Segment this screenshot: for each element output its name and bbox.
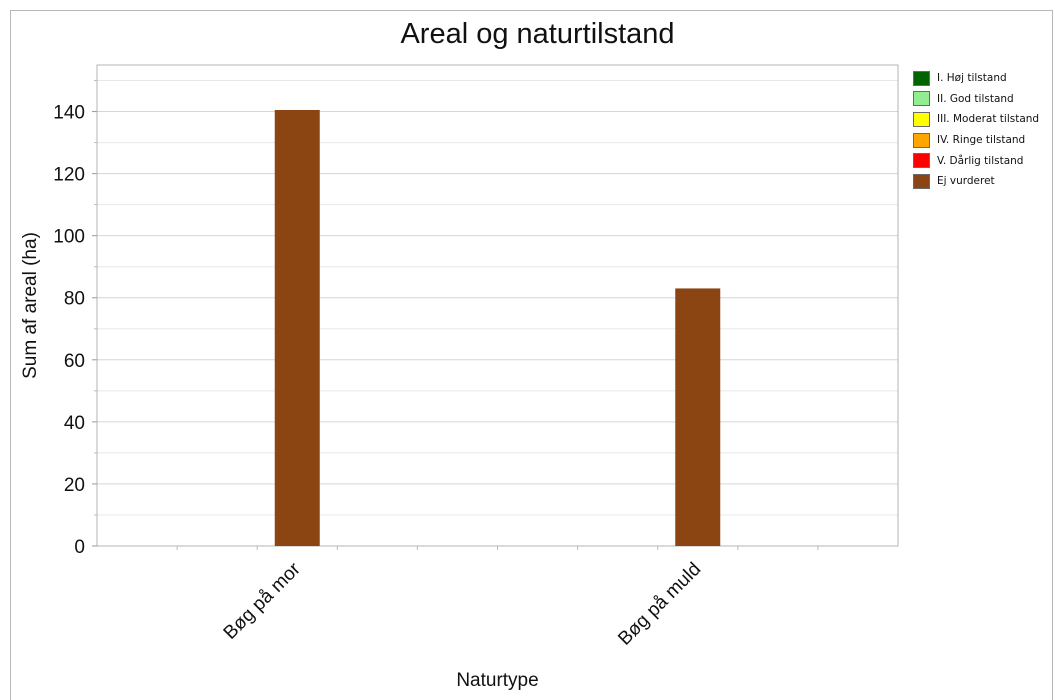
legend-item: V. Dårlig tilstand — [913, 150, 1055, 171]
y-tick-label: 0 — [74, 537, 85, 558]
legend-label: V. Dårlig tilstand — [937, 154, 1024, 167]
y-tick-label: 100 — [53, 227, 85, 248]
y-tick-label: 140 — [53, 103, 85, 124]
legend-item: II. God tilstand — [913, 89, 1055, 110]
chart-frame — [10, 10, 1053, 700]
y-axis-title: Sum af areal (ha) — [20, 232, 41, 379]
legend-label: IV. Ringe tilstand — [937, 134, 1026, 147]
legend-swatch — [913, 70, 930, 86]
y-tick-label: 120 — [53, 165, 85, 186]
x-axis-title: Naturtype — [456, 670, 538, 691]
y-tick-label: 40 — [64, 413, 85, 434]
y-tick-label: 80 — [64, 289, 85, 310]
legend-swatch — [913, 173, 930, 189]
bar — [274, 109, 320, 547]
chart-title: Areal og naturtilstand — [400, 18, 675, 50]
legend-item: Ej vurderet — [913, 171, 1055, 192]
y-tick-label: 60 — [64, 351, 85, 372]
bar — [675, 288, 721, 546]
x-category-label: Bøg på muld — [614, 559, 705, 650]
legend-swatch — [913, 91, 930, 107]
legend-label: III. Moderat tilstand — [937, 113, 1040, 126]
legend-item: III. Moderat tilstand — [913, 109, 1055, 130]
legend-item: I. Høj tilstand — [913, 68, 1055, 89]
y-tick-label: 20 — [64, 475, 85, 496]
legend-swatch — [913, 132, 930, 148]
chart-legend: I. Høj tilstand II. God tilstand III. Mode… — [913, 68, 1055, 192]
plot-area-border — [96, 64, 899, 547]
legend-swatch — [913, 111, 930, 127]
legend-item: IV. Ringe tilstand — [913, 130, 1055, 151]
legend-swatch — [913, 153, 930, 169]
x-category-label: Bøg på mor — [220, 558, 306, 644]
legend-label: II. God tilstand — [937, 92, 1014, 105]
legend-label: I. Høj tilstand — [937, 72, 1007, 85]
legend-label: Ej vurderet — [937, 175, 995, 188]
